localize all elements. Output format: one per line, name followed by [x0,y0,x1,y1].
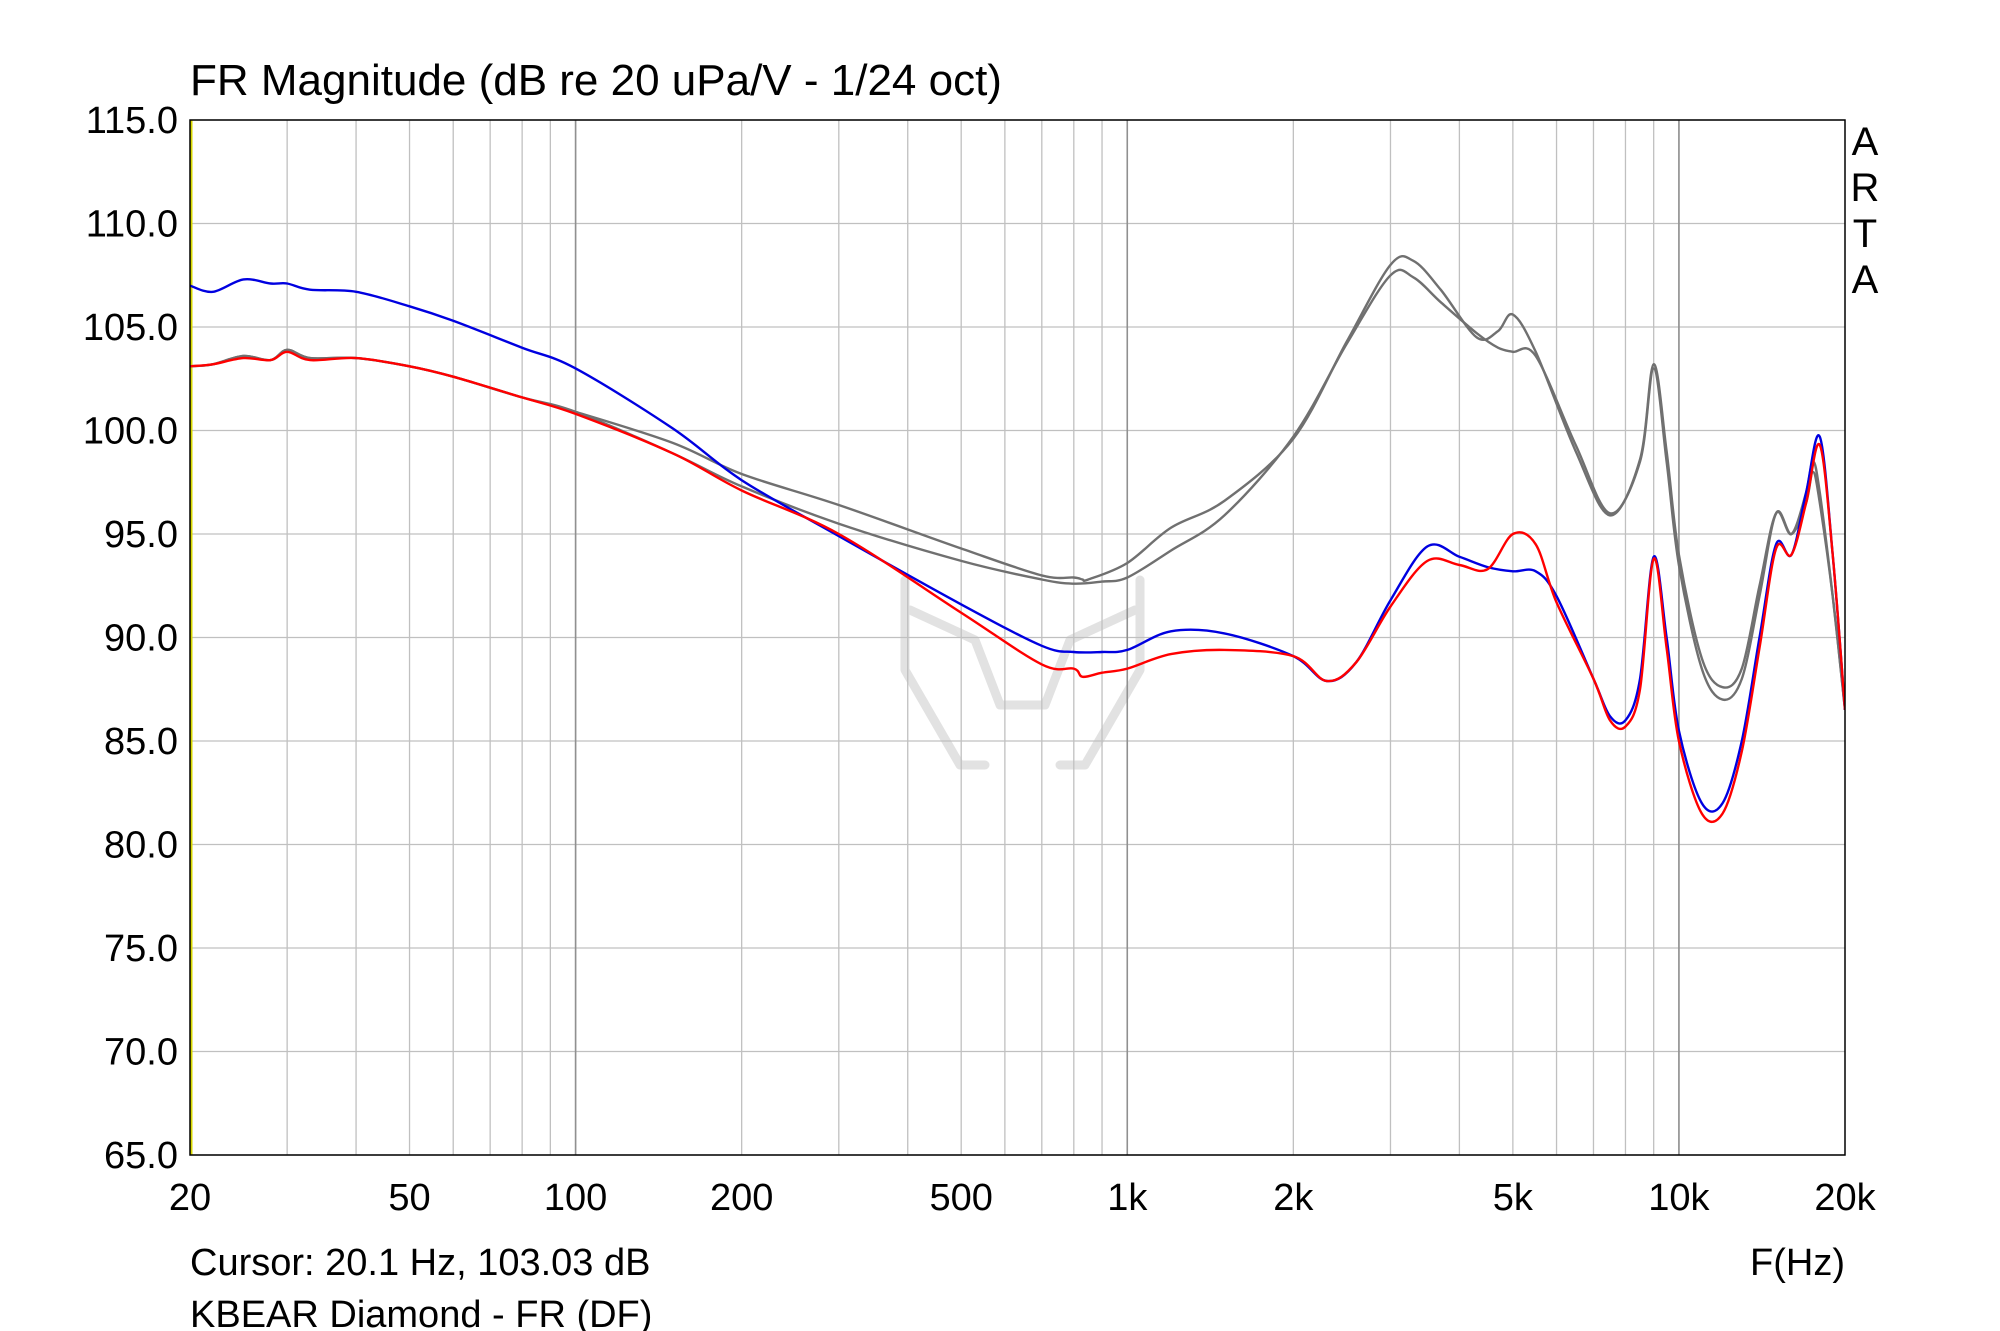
x-tick-label: 10k [1648,1177,1710,1219]
y-tick-label: 90.0 [104,618,178,660]
x-tick-label: 50 [388,1177,430,1219]
x-tick-label: 100 [544,1177,607,1219]
x-tick-label: 5k [1493,1177,1534,1219]
x-tick-label: 20k [1814,1177,1876,1219]
x-axis-tick-labels: 20 50 100 200 500 1k 2k 5k 10k 20k [169,1177,1877,1219]
y-tick-label: 110.0 [86,204,178,246]
plot-series-group [190,255,1845,824]
side-label-letter: A [1852,120,1879,164]
y-tick-label: 95.0 [104,514,178,556]
side-label-letter: R [1851,166,1880,210]
chart-grid [190,119,1845,1156]
y-tick-label: 65.0 [104,1135,178,1177]
cursor-readout: Cursor: 20.1 Hz, 103.03 dB [190,1242,650,1284]
y-tick-label: 70.0 [104,1032,178,1074]
side-label-letter: A [1852,258,1879,302]
x-tick-label: 2k [1273,1177,1314,1219]
y-tick-label: 80.0 [104,825,178,867]
series-line-2 [190,277,1845,813]
y-tick-label: 100.0 [83,411,178,453]
y-tick-label: 75.0 [104,928,178,970]
x-tick-label: 1k [1107,1177,1148,1219]
y-tick-label: 115.0 [86,100,178,142]
watermark-logo-icon [900,575,1145,770]
x-axis-label: F(Hz) [1750,1242,1845,1284]
measurement-caption: KBEAR Diamond - FR (DF) [190,1294,652,1331]
side-label-letter: T [1853,212,1877,256]
x-tick-label: 20 [169,1177,211,1219]
plot-frame [189,119,1846,1156]
series-line-3 [190,350,1845,824]
y-tick-label: 85.0 [104,721,178,763]
chart-title: FR Magnitude (dB re 20 uPa/V - 1/24 oct) [190,56,1002,105]
x-tick-label: 500 [929,1177,992,1219]
x-tick-label: 200 [710,1177,773,1219]
y-axis-tick-labels: 115.0 110.0 105.0 100.0 95.0 90.0 85.0 80.0 75.0… [83,100,178,1177]
y-tick-label: 105.0 [83,307,178,349]
